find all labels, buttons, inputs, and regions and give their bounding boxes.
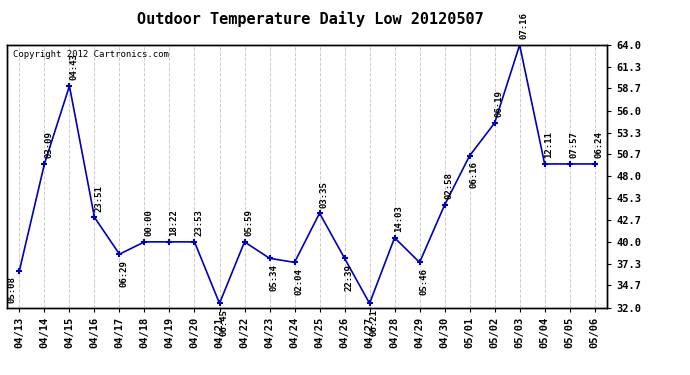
Text: 05:59: 05:59: [244, 210, 253, 236]
Text: 18:22: 18:22: [169, 210, 178, 236]
Text: 23:51: 23:51: [94, 185, 103, 212]
Text: 07:16: 07:16: [520, 13, 529, 39]
Text: 23:53: 23:53: [194, 210, 203, 236]
Text: 06:21: 06:21: [369, 309, 378, 336]
Text: 00:00: 00:00: [144, 210, 153, 236]
Text: 05:34: 05:34: [269, 264, 278, 291]
Text: 06:45: 06:45: [219, 309, 228, 336]
Text: 03:35: 03:35: [319, 181, 328, 208]
Text: 06:29: 06:29: [119, 260, 128, 286]
Text: 02:04: 02:04: [294, 268, 303, 295]
Text: 14:03: 14:03: [394, 206, 403, 232]
Text: 05:46: 05:46: [420, 268, 428, 295]
Text: Outdoor Temperature Daily Low 20120507: Outdoor Temperature Daily Low 20120507: [137, 11, 484, 27]
Text: 12:11: 12:11: [544, 132, 553, 158]
Text: 07:57: 07:57: [569, 132, 578, 158]
Text: 05:08: 05:08: [8, 276, 17, 303]
Text: 02:58: 02:58: [444, 172, 453, 200]
Text: 04:43: 04:43: [69, 54, 78, 81]
Text: 06:19: 06:19: [494, 90, 503, 117]
Text: 06:16: 06:16: [469, 161, 478, 188]
Text: 03:09: 03:09: [44, 132, 53, 158]
Text: Copyright 2012 Cartronics.com: Copyright 2012 Cartronics.com: [13, 50, 169, 59]
Text: 22:39: 22:39: [344, 264, 353, 291]
Text: 06:24: 06:24: [594, 132, 603, 158]
